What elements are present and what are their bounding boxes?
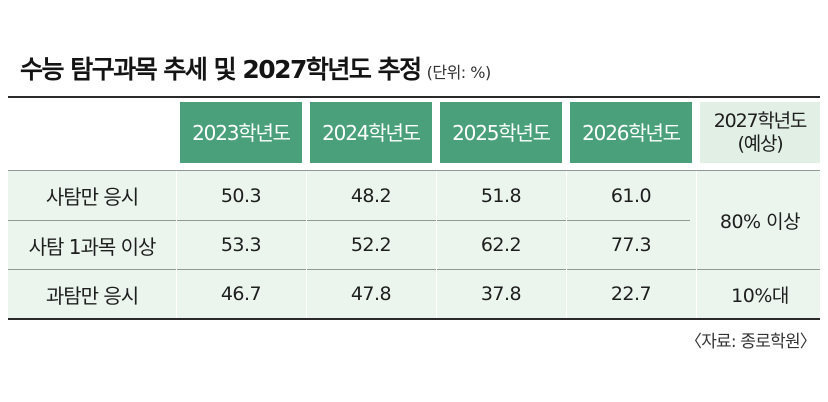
table-body-background: [8, 171, 820, 319]
column-divider-3: [436, 171, 437, 319]
data-table: 2023학년도 2024학년도 2025학년도 2026학년도 2027학년도 …: [8, 98, 820, 320]
header-2026: 2026학년도: [570, 102, 692, 163]
row-label-social-one-plus: 사탐 1과목 이상: [28, 234, 157, 259]
cell-social-only-2025: 51.8: [480, 184, 522, 207]
cell-social-one-plus-2026: 77.3: [610, 234, 652, 256]
header-2024: 2024학년도: [310, 102, 432, 163]
column-divider-2: [306, 171, 307, 319]
row-divider-1: [8, 220, 690, 221]
cell-science-only-2025: 37.8: [480, 283, 522, 305]
cell-estimate-science: 10%대: [731, 284, 789, 307]
row-label-science-only: 과탐만 응시: [45, 283, 139, 308]
cell-science-only-2024: 47.8: [350, 283, 392, 305]
column-divider-5: [696, 171, 697, 319]
header-divider: [8, 170, 820, 171]
cell-social-only-2023: 50.3: [220, 184, 262, 207]
row-divider-2: [8, 269, 820, 270]
cell-social-one-plus-2024: 52.2: [350, 234, 392, 256]
header-2027-year: 2027학년도: [713, 109, 808, 132]
unit-label: (단위: %): [426, 63, 492, 82]
row-label-social-only: 사탐만 응시: [45, 185, 139, 209]
column-divider-4: [566, 171, 567, 319]
source-note: 〈자료: 종로학원〉: [685, 332, 817, 352]
header-2027-note: (예상): [737, 132, 784, 155]
title-row: 수능 탐구과목 추세 및 2027학년도 추정 (단위: %): [20, 50, 491, 86]
cell-science-only-2023: 46.7: [220, 283, 262, 305]
column-divider-1: [176, 171, 177, 319]
cell-social-one-plus-2025: 62.2: [480, 234, 522, 256]
top-rule: [8, 96, 820, 98]
bottom-rule: [8, 318, 820, 320]
cell-science-only-2026: 22.7: [610, 283, 652, 305]
cell-social-one-plus-2023: 53.3: [220, 234, 262, 256]
cell-estimate-social: 80% 이상: [719, 210, 801, 233]
header-2025: 2025학년도: [440, 102, 562, 163]
header-2023: 2023학년도: [180, 102, 302, 163]
cell-social-only-2024: 48.2: [350, 184, 392, 207]
cell-social-only-2026: 61.0: [610, 184, 652, 207]
chart-title: 수능 탐구과목 추세 및 2027학년도 추정: [20, 55, 422, 84]
header-2027-estimate: 2027학년도 (예상): [700, 102, 820, 163]
